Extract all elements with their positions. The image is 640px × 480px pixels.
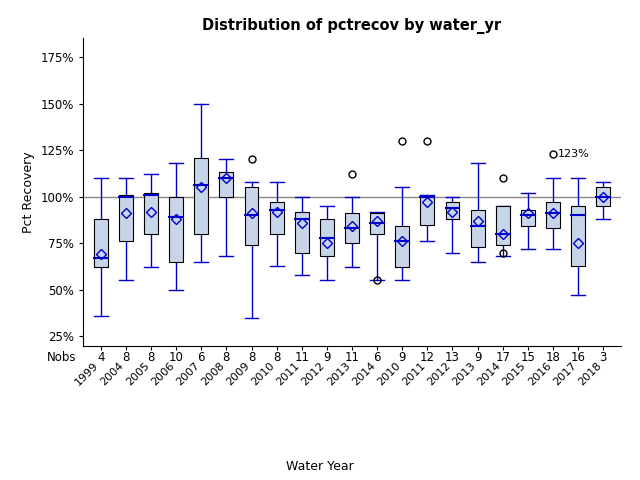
Text: Water Year: Water Year — [286, 460, 354, 473]
Text: 2008: 2008 — [199, 360, 227, 387]
Text: 2013: 2013 — [325, 360, 352, 387]
Text: 2005: 2005 — [124, 360, 151, 387]
Text: 2014: 2014 — [476, 360, 503, 387]
Text: 9: 9 — [323, 351, 331, 364]
Text: 15: 15 — [520, 351, 535, 364]
Bar — [144, 193, 158, 234]
Bar — [244, 187, 259, 245]
Bar — [119, 195, 133, 241]
Text: 2012: 2012 — [300, 360, 327, 387]
Text: 2016: 2016 — [526, 360, 553, 387]
Text: 11: 11 — [294, 351, 309, 364]
Text: 123%: 123% — [557, 149, 589, 159]
Text: 12: 12 — [420, 351, 435, 364]
Text: Nobs: Nobs — [47, 351, 77, 364]
Text: 2006: 2006 — [149, 360, 176, 387]
Text: 2017: 2017 — [551, 360, 578, 387]
Bar — [571, 206, 585, 265]
Text: 9: 9 — [399, 351, 406, 364]
Bar — [521, 210, 535, 227]
Text: 2012: 2012 — [426, 360, 452, 387]
Text: 2009: 2009 — [225, 360, 252, 387]
Text: 8: 8 — [223, 351, 230, 364]
Bar — [596, 187, 610, 206]
Text: 2013: 2013 — [451, 360, 477, 387]
Text: 8: 8 — [248, 351, 255, 364]
Text: 16: 16 — [571, 351, 586, 364]
Text: 2011: 2011 — [275, 360, 301, 387]
Text: 6: 6 — [198, 351, 205, 364]
Bar — [220, 172, 234, 197]
Bar — [396, 227, 409, 267]
Text: 3: 3 — [600, 351, 607, 364]
Bar — [445, 202, 460, 219]
Text: 2007: 2007 — [174, 360, 201, 387]
Bar — [546, 202, 560, 228]
Text: 8: 8 — [273, 351, 280, 364]
Text: 11: 11 — [344, 351, 360, 364]
Text: 18: 18 — [545, 351, 561, 364]
Text: 8: 8 — [147, 351, 155, 364]
Text: 9: 9 — [474, 351, 481, 364]
Title: Distribution of pctrecov by water_yr: Distribution of pctrecov by water_yr — [202, 18, 502, 34]
Text: 4: 4 — [97, 351, 104, 364]
Bar — [269, 202, 284, 234]
Y-axis label: Pct Recovery: Pct Recovery — [22, 151, 35, 233]
Bar — [420, 197, 435, 225]
Text: 2010: 2010 — [250, 360, 276, 387]
Text: 17: 17 — [495, 351, 510, 364]
Bar — [370, 214, 384, 234]
Bar — [195, 157, 208, 234]
Text: 2011: 2011 — [401, 360, 428, 387]
Text: 8: 8 — [122, 351, 129, 364]
Bar — [496, 206, 509, 245]
Bar — [94, 219, 108, 267]
Bar — [295, 212, 308, 252]
Text: 2015: 2015 — [501, 360, 528, 387]
Bar — [345, 214, 359, 243]
Text: 13: 13 — [445, 351, 460, 364]
Text: 1999: 1999 — [74, 360, 100, 387]
Text: 6: 6 — [373, 351, 381, 364]
Text: 2014: 2014 — [350, 360, 377, 387]
Bar — [470, 210, 484, 247]
Text: 2018: 2018 — [576, 360, 604, 387]
Bar — [320, 219, 334, 256]
Text: 2004: 2004 — [99, 360, 126, 387]
Text: 2010: 2010 — [375, 360, 403, 387]
Text: 10: 10 — [169, 351, 184, 364]
Bar — [169, 197, 183, 262]
